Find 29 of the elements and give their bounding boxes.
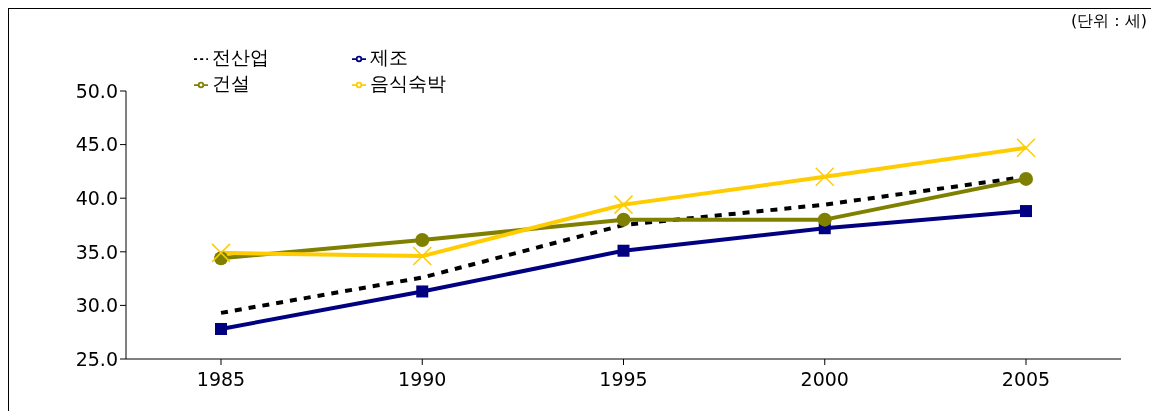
legend-label: 건설	[212, 71, 251, 96]
point	[616, 212, 631, 227]
legend-label: 전산업	[212, 45, 270, 70]
y-tick-label: 40.0	[75, 186, 118, 209]
y-tick-label: 50.0	[75, 79, 118, 102]
x-tick-label: 1990	[398, 368, 447, 391]
point	[617, 244, 630, 257]
x-tick-label: 2000	[800, 368, 849, 391]
point	[412, 246, 432, 266]
point	[215, 322, 227, 335]
y-tick-label: 25.0	[75, 347, 118, 370]
y-tick-label: 35.0	[75, 240, 118, 263]
point	[416, 285, 429, 298]
y-tick-label: 45.0	[75, 133, 118, 156]
point	[1019, 171, 1033, 186]
x-tick-label: 1985	[196, 368, 246, 391]
point	[1020, 205, 1032, 218]
point	[613, 194, 634, 215]
point	[1016, 138, 1036, 158]
point	[815, 167, 835, 187]
point	[817, 212, 832, 227]
y-tick-label: 30.0	[75, 294, 118, 317]
x-tick-label: 2005	[1001, 368, 1051, 391]
legend-label: 제조	[370, 45, 409, 70]
text: (단위 : 세)	[1070, 11, 1147, 32]
legend-label: 음식숙박	[370, 71, 447, 96]
x-tick-label: 1995	[599, 368, 648, 391]
point	[211, 243, 231, 263]
point	[415, 233, 430, 248]
